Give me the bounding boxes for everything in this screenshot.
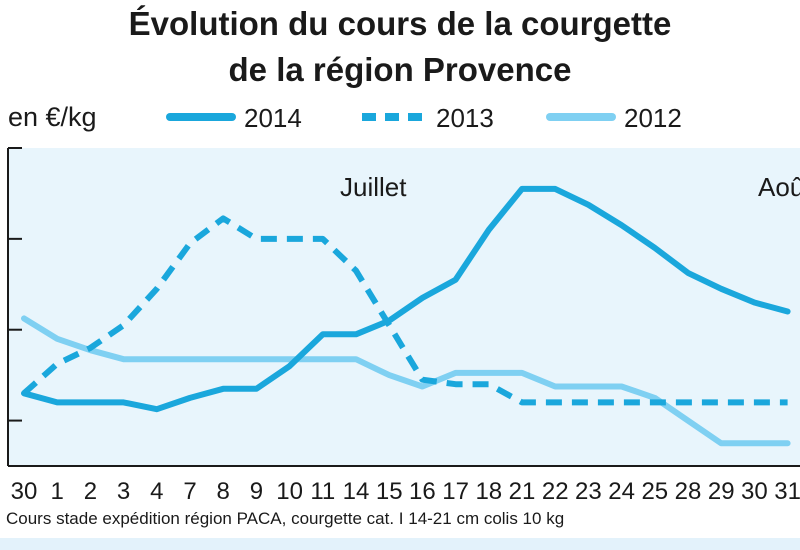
x-tick-label: 11 (310, 478, 335, 505)
x-tick-label: 29 (708, 478, 735, 505)
footer-band (0, 538, 800, 550)
legend-label-2012: 2012 (624, 103, 682, 133)
legend-label-2014: 2014 (244, 103, 302, 133)
x-tick-label: 30 (741, 478, 768, 505)
x-tick-label: 1 (51, 478, 64, 505)
x-tick-label: 14 (343, 478, 370, 505)
x-tick-label: 16 (409, 478, 436, 505)
chart-title-line1: Évolution du cours de la courgette (128, 5, 672, 42)
chart-source-note: Cours stade expédition région PACA, cour… (6, 509, 565, 528)
x-tick-label: 24 (608, 478, 635, 505)
x-tick-label: 15 (376, 478, 403, 505)
x-tick-label: 31 (774, 478, 800, 505)
month-label: Aoû (758, 172, 800, 202)
y-axis-unit-label: en €/kg (8, 102, 97, 132)
x-tick-label: 2 (84, 478, 97, 505)
x-tick-label: 17 (442, 478, 469, 505)
series-line-2013 (22, 215, 788, 406)
x-tick-label: 28 (675, 478, 702, 505)
x-tick-label: 3 (117, 478, 130, 505)
chart-title-line2: de la région Provence (228, 51, 572, 88)
x-tick-label: 10 (276, 478, 303, 505)
x-tick-label: 8 (217, 478, 230, 505)
x-tick-label: 22 (542, 478, 569, 505)
x-tick-label: 25 (641, 478, 668, 505)
x-tick-label: 30 (11, 478, 38, 505)
x-tick-label: 21 (509, 478, 536, 505)
x-tick-label: 7 (183, 478, 196, 505)
series-line-2014 (21, 185, 791, 413)
legend-label-2013: 2013 (436, 103, 494, 133)
x-tick-label: 9 (250, 478, 263, 505)
x-tick-label: 4 (150, 478, 163, 505)
month-label: Juillet (340, 172, 407, 202)
x-tick-label: 23 (575, 478, 602, 505)
x-tick-label: 18 (475, 478, 502, 505)
